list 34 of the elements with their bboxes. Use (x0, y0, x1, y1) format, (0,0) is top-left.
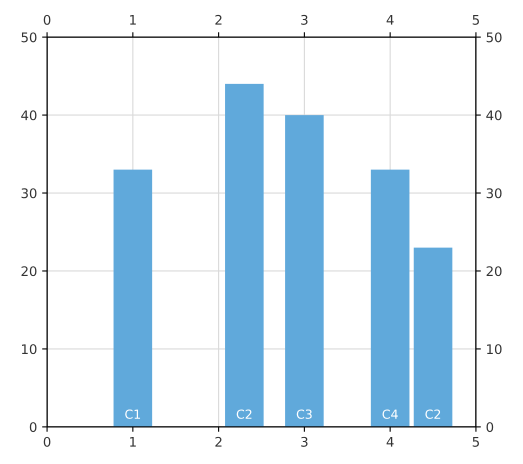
x2-tick-label: 0 (44, 14, 50, 25)
bar (370, 170, 410, 427)
y2-tick-label: 40 (486, 110, 502, 120)
x-tick-label: 5 (472, 437, 479, 447)
x-tick-label: 2 (215, 436, 222, 447)
x-tick-label: 1 (130, 437, 136, 447)
bar (414, 248, 452, 427)
y2-tick-label: 50 (486, 32, 502, 42)
x2-tick-label: 1 (130, 15, 136, 25)
y-tick-label: 20 (22, 266, 36, 276)
series-label: C2 (236, 409, 252, 419)
series-label: C3 (296, 409, 312, 419)
x-tick-label: 0 (44, 436, 50, 447)
y2-tick-label: 0 (486, 422, 494, 432)
x2-tick-label: 5 (472, 15, 479, 25)
y2-tick-label: 10 (487, 344, 502, 354)
x-tick-label: 3 (301, 436, 308, 447)
x2-tick-label: 2 (215, 14, 222, 25)
y-tick-label: 50 (22, 32, 36, 42)
x-tick-label: 4 (386, 437, 394, 447)
bar (225, 84, 264, 427)
bar (285, 115, 324, 427)
x2-tick-label: 4 (386, 15, 394, 25)
y-tick-label: 10 (22, 344, 36, 354)
text: C2 (425, 409, 440, 419)
bar (114, 170, 152, 427)
y-tick-label: 0 (30, 422, 36, 432)
y-tick-label: 40 (21, 110, 36, 120)
y2-tick-label: 30 (486, 188, 502, 198)
series-label: C1 (125, 409, 140, 419)
x2-tick-label: 3 (301, 14, 308, 25)
y2-tick-label: 20 (486, 266, 502, 276)
series-label: C4 (382, 409, 398, 419)
y-tick-label: 30 (22, 188, 36, 198)
